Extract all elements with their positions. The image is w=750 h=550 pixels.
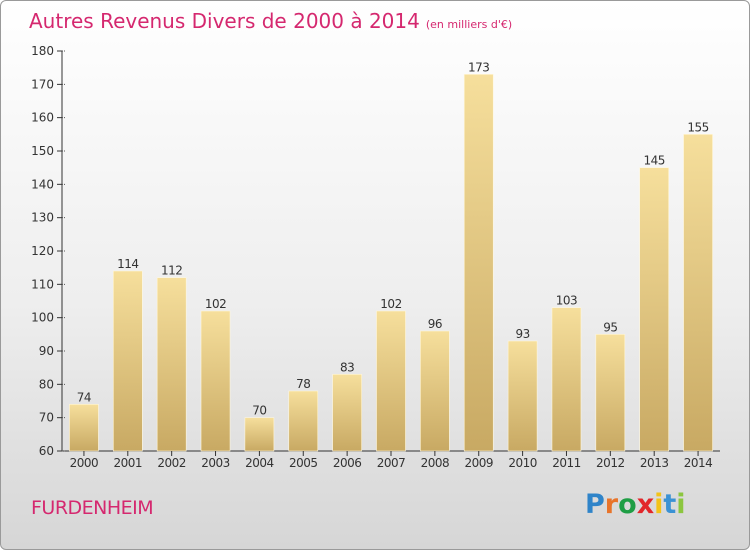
data-label: 173 [468, 60, 489, 74]
logo-letter: t [663, 489, 677, 520]
data-label: 103 [556, 294, 577, 308]
data-label: 95 [603, 320, 617, 334]
logo-letter: i [676, 489, 686, 520]
y-tick-label: 60 [39, 444, 54, 458]
data-label: 74 [77, 390, 91, 404]
bar [69, 404, 99, 452]
y-tick-label: 150 [31, 144, 54, 158]
x-tick-label: 2001 [114, 456, 143, 470]
bar [507, 340, 538, 452]
logo-letter: x [636, 489, 655, 520]
bar [639, 167, 670, 452]
y-tick-label: 90 [39, 344, 54, 358]
x-tick-label: 2008 [421, 456, 450, 470]
bar [463, 74, 494, 452]
logo-letter: r [604, 489, 619, 520]
y-tick-label: 110 [31, 277, 54, 291]
bar [376, 310, 406, 452]
x-tick-label: 2004 [245, 456, 274, 470]
data-label: 112 [161, 264, 182, 278]
bar [595, 334, 626, 452]
x-tick-label: 2013 [640, 456, 669, 470]
chart-subtitle: (en milliers d'€) [425, 18, 513, 31]
logo-letter: P [585, 489, 605, 520]
x-tick-label: 2009 [464, 456, 493, 470]
bar [420, 330, 450, 452]
bar [683, 134, 713, 452]
y-tick-label: 120 [31, 244, 54, 258]
x-tick-label: 2006 [333, 456, 362, 470]
chart-title-block: Autres Revenus Divers de 2000 à 2014 (en … [29, 9, 512, 33]
bar [332, 374, 362, 452]
y-tick-label: 130 [31, 211, 54, 225]
data-label: 145 [643, 154, 664, 168]
bar [200, 310, 231, 452]
data-label: 93 [515, 327, 529, 341]
place-name: FURDENHEIM [31, 497, 154, 519]
data-label: 83 [340, 360, 354, 374]
x-tick-label: 2003 [201, 456, 230, 470]
data-label: 70 [252, 404, 266, 418]
data-label: 155 [687, 120, 708, 134]
x-tick-label: 2005 [289, 456, 318, 470]
y-tick-label: 140 [31, 177, 54, 191]
y-tick-label: 160 [31, 111, 54, 125]
x-tick-label: 2012 [596, 456, 625, 470]
y-tick-label: 80 [39, 377, 54, 391]
x-tick-label: 2007 [377, 456, 406, 470]
bar [244, 417, 275, 452]
bar [113, 270, 143, 452]
x-tick-label: 2000 [70, 456, 99, 470]
logo-letter: i [654, 489, 664, 520]
data-label: 114 [117, 257, 138, 271]
y-tick-label: 70 [39, 411, 54, 425]
chart-title: Autres Revenus Divers de 2000 à 2014 [29, 9, 420, 33]
bar [288, 390, 319, 452]
x-tick-label: 2010 [508, 456, 537, 470]
x-tick-label: 2011 [552, 456, 581, 470]
data-label: 96 [428, 317, 442, 331]
data-label: 102 [380, 297, 401, 311]
data-label: 78 [296, 377, 310, 391]
data-label: 102 [205, 297, 226, 311]
logo-letter: o [618, 489, 637, 520]
bar [551, 307, 582, 452]
proxiti-logo: Proxiti [585, 489, 686, 520]
x-tick-label: 2014 [684, 456, 713, 470]
y-tick-label: 180 [31, 44, 54, 58]
bar [156, 277, 187, 452]
x-tick-label: 2002 [157, 456, 186, 470]
y-tick-label: 170 [31, 77, 54, 91]
y-tick-label: 100 [31, 311, 54, 325]
